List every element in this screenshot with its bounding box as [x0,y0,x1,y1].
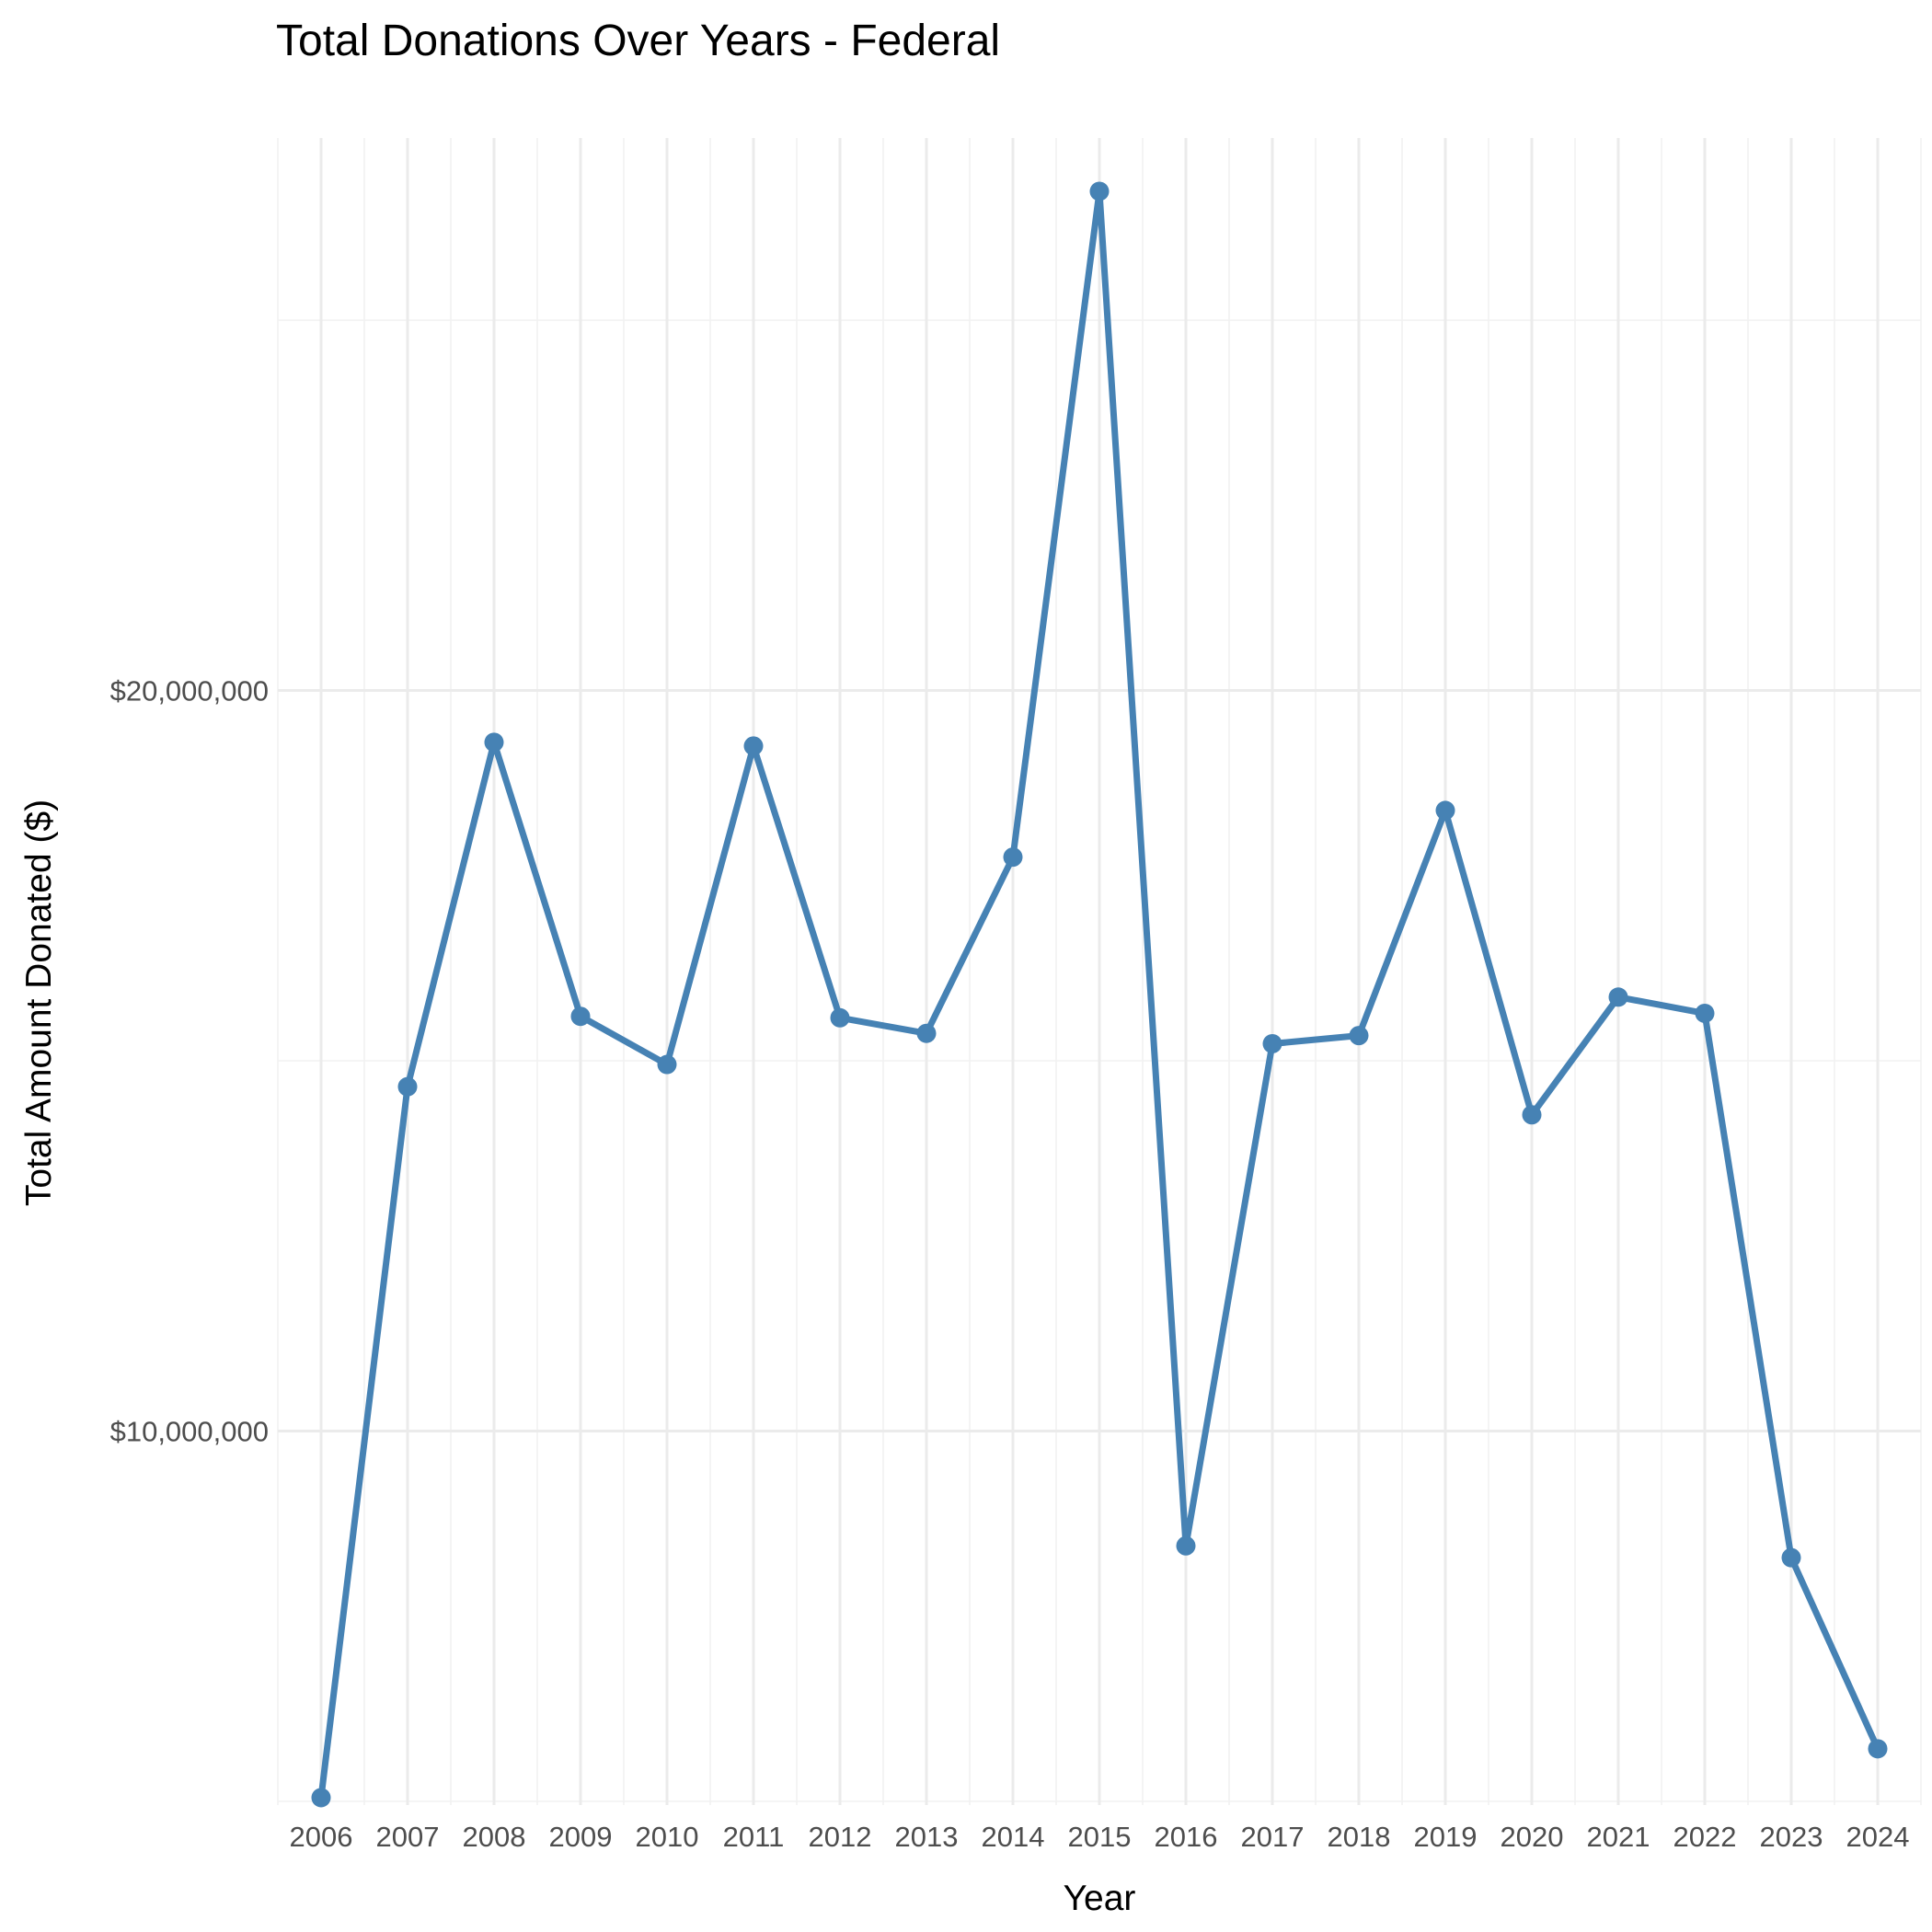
x-tick-label: 2021 [1587,1821,1650,1853]
data-point [1608,987,1628,1007]
x-tick-label: 2017 [1241,1821,1305,1853]
x-tick-label: 2015 [1068,1821,1132,1853]
x-tick-label: 2011 [723,1821,785,1853]
y-tick-label: $20,000,000 [110,675,269,707]
x-tick-label: 2009 [549,1821,613,1853]
data-point [311,1788,331,1808]
chart-title: Total Donations Over Years - Federal [276,17,1000,65]
major-grid [278,138,1921,1805]
x-tick-label: 2022 [1673,1821,1737,1853]
data-point [916,1023,937,1043]
y-tick-label: $10,000,000 [110,1415,269,1447]
x-tick-label: 2016 [1155,1821,1218,1853]
x-tick-label: 2008 [463,1821,526,1853]
y-tick-labels: $10,000,000 $20,000,000 [110,675,269,1448]
data-point [397,1076,418,1097]
x-tick-label: 2019 [1414,1821,1478,1853]
data-point [1435,800,1455,821]
x-tick-labels: 2006 2007 2008 2009 2010 2011 2012 2013 2014 2015… [290,1821,1910,1853]
data-point [657,1054,677,1075]
data-point [1176,1535,1196,1556]
y-axis-title: Total Amount Donated ($) [19,799,59,1206]
x-tick-label: 2024 [1846,1821,1910,1853]
x-tick-label: 2014 [982,1821,1045,1853]
data-point [1003,847,1023,868]
data-point [1868,1739,1888,1759]
x-tick-label: 2007 [376,1821,440,1853]
data-point [1695,1003,1715,1023]
x-tick-label: 2023 [1760,1821,1823,1853]
data-point [1781,1547,1801,1568]
data-point [484,732,504,753]
x-tick-label: 2006 [290,1821,353,1853]
x-tick-label: 2013 [895,1821,959,1853]
x-tick-label: 2018 [1328,1821,1391,1853]
data-point [1522,1105,1542,1125]
x-tick-label: 2020 [1501,1821,1564,1853]
x-axis-title: Year [1064,1879,1136,1918]
series-layer [311,181,1888,1808]
x-tick-label: 2012 [809,1821,872,1853]
data-point [1089,181,1110,201]
data-point [743,736,764,756]
data-point [570,1006,591,1027]
data-point [1349,1026,1369,1046]
x-tick-label: 2010 [636,1821,699,1853]
data-point [1262,1033,1282,1053]
data-point [830,1007,850,1028]
